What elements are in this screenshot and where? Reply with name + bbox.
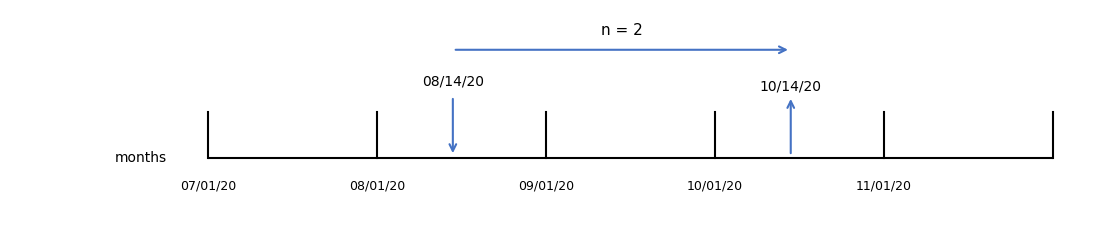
Text: n = 2: n = 2 [601, 23, 643, 38]
Text: 08/01/20: 08/01/20 [348, 179, 405, 192]
Text: 11/01/20: 11/01/20 [856, 179, 912, 192]
Text: 10/14/20: 10/14/20 [759, 79, 822, 93]
Text: 07/01/20: 07/01/20 [179, 179, 236, 192]
Text: months: months [115, 151, 167, 165]
Text: 09/01/20: 09/01/20 [517, 179, 573, 192]
Text: 08/14/20: 08/14/20 [422, 74, 484, 88]
Text: 10/01/20: 10/01/20 [687, 179, 743, 192]
